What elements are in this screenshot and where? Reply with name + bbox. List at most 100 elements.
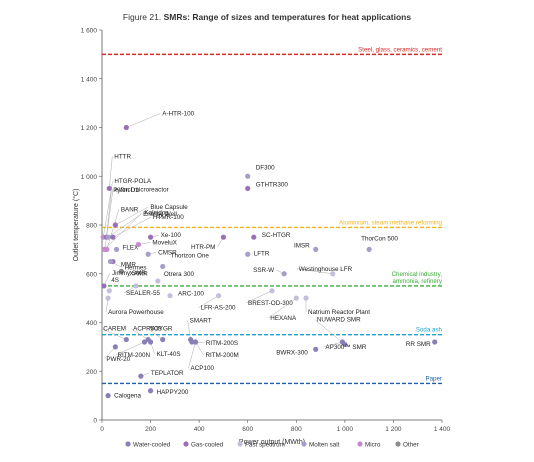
leader-line	[131, 328, 149, 340]
data-point	[330, 271, 336, 277]
point-label: HTMR-100	[153, 214, 184, 221]
data-point	[123, 124, 129, 131]
point-label: Xe-100	[161, 232, 182, 239]
point-label: Otrera 300	[164, 271, 195, 278]
data-point	[245, 251, 251, 257]
data-point	[105, 234, 111, 240]
data-point	[432, 339, 438, 345]
data-point	[192, 339, 199, 345]
point-label: BANR	[121, 206, 139, 213]
point-label: Kaleidos	[144, 209, 168, 216]
data-point	[313, 346, 319, 352]
data-point	[106, 185, 112, 192]
point-label: HAPPY200	[157, 389, 189, 396]
point-label: DF300	[256, 164, 275, 171]
leader-line	[106, 209, 120, 250]
point-label: SMART	[190, 318, 212, 325]
point-label: Natrium Reactor Plant	[308, 309, 370, 316]
leader-line	[109, 156, 113, 189]
point-label: A-HTR-100	[162, 111, 194, 118]
x-tick-label: 800	[291, 426, 302, 433]
data-point	[107, 258, 114, 265]
figure-title-prefix: Figure 21.	[122, 12, 164, 22]
x-tick-label: 600	[242, 426, 253, 433]
point-label: Jimmy SMR	[112, 270, 146, 277]
legend-marker	[395, 441, 401, 447]
legend-marker	[357, 441, 363, 447]
data-point	[145, 251, 151, 257]
y-tick-label: 0	[93, 418, 97, 425]
data-point	[101, 283, 107, 289]
data-point	[123, 336, 129, 343]
leader-line	[115, 206, 149, 226]
data-point	[105, 393, 111, 399]
point-label: RITM-200N	[118, 352, 151, 359]
legend-marker	[183, 441, 189, 447]
leader-line	[323, 341, 343, 348]
point-label: PWR-20	[106, 356, 130, 363]
point-label: IMSR	[294, 242, 310, 249]
point-label: Pylon D1	[113, 187, 139, 194]
point-label: ACP100	[191, 365, 215, 372]
reference-line-label: Steel, glass, ceramics, cement	[358, 46, 442, 53]
data-point	[215, 293, 222, 299]
leader-line	[296, 268, 333, 274]
x-tick-label: 0	[100, 426, 104, 433]
point-label: Westinghouse LFR	[299, 266, 353, 273]
leader-line	[187, 320, 191, 340]
point-label: Thorizon One	[171, 252, 210, 259]
data-point	[133, 283, 139, 289]
reference-line-label: Aluminium, steam methane reforming	[339, 219, 442, 226]
y-tick-label: 800	[86, 223, 97, 230]
reference-line-label: Paper	[425, 375, 442, 382]
point-label: RITM-200M	[206, 352, 239, 359]
data-point	[141, 339, 148, 345]
data-point	[112, 344, 118, 350]
reference-line-label: Chemical industry,	[392, 271, 443, 278]
point-label: SC-HTGR	[262, 232, 291, 239]
point-label: NUWARD SMR	[317, 316, 361, 323]
x-tick-label: 200	[145, 426, 156, 433]
legend-label: Molten salt	[309, 442, 340, 449]
point-label: SEALER-55	[126, 290, 160, 297]
y-axis-label: Outlet temperature (°C)	[72, 189, 80, 262]
legend-label: Fast spectrum	[245, 442, 285, 449]
data-point	[281, 271, 287, 277]
point-label: KLT-40S	[157, 351, 181, 358]
point-label: HTTR	[114, 153, 131, 160]
legend-marker	[301, 441, 307, 447]
point-label: BWRX-300	[276, 349, 308, 356]
point-label: RITM-200S	[206, 340, 238, 347]
data-point	[160, 336, 166, 343]
data-point	[245, 185, 251, 192]
legend-label: Water-cooled	[133, 442, 171, 449]
x-axis-label: Power output (MWth)	[239, 439, 305, 446]
point-label: LFR-AS-200	[201, 305, 236, 312]
y-tick-label: 1 600	[81, 28, 98, 35]
data-point	[112, 222, 118, 228]
point-label: HTGR-POLA	[114, 178, 152, 185]
data-point	[245, 173, 251, 179]
leader-line	[112, 216, 152, 238]
data-point	[147, 388, 154, 394]
leader-line	[115, 341, 145, 356]
data-point	[220, 234, 227, 240]
data-point	[189, 339, 195, 345]
data-point	[135, 241, 142, 248]
point-label: Energy Well	[143, 211, 177, 218]
y-tick-label: 200	[86, 369, 97, 376]
data-point	[113, 246, 120, 252]
point-label: SSR-W	[253, 267, 274, 274]
data-point	[366, 246, 372, 252]
data-point	[269, 288, 275, 294]
point-label: Hermes	[125, 265, 147, 272]
data-point	[147, 234, 154, 240]
point-label: FLEX	[123, 244, 140, 251]
data-point	[147, 339, 154, 345]
x-tick-label: 400	[194, 426, 205, 433]
point-label: HEXANA	[270, 315, 297, 322]
y-tick-label: 400	[86, 320, 97, 327]
legend-label: Gas-cooled	[191, 442, 224, 449]
data-point	[101, 246, 108, 252]
